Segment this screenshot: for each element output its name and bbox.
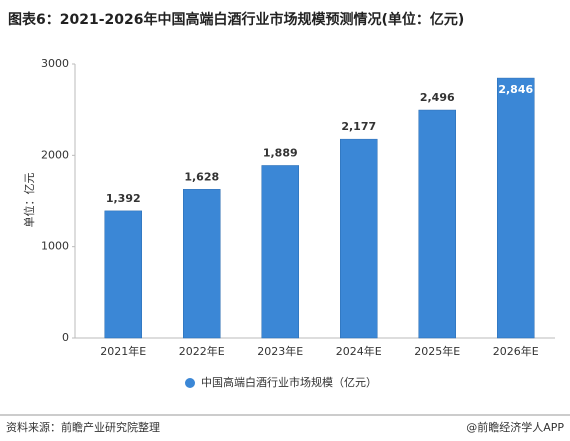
y-axis-label: 单位：亿元 bbox=[22, 173, 36, 228]
x-tick-label: 2025年E bbox=[414, 344, 460, 358]
x-tick-label: 2022年E bbox=[179, 344, 225, 358]
bar bbox=[418, 109, 456, 339]
value-label: 1,628 bbox=[184, 170, 219, 183]
bar bbox=[104, 210, 142, 339]
x-tick-label: 2024年E bbox=[336, 344, 382, 358]
value-label: 2,846 bbox=[498, 83, 533, 96]
bar bbox=[183, 189, 221, 339]
chart-title: 图表6：2021-2026年中国高端白酒行业市场规模预测情况(单位：亿元) bbox=[8, 11, 464, 28]
value-label: 2,177 bbox=[341, 120, 376, 133]
y-tick-label: 3000 bbox=[41, 57, 69, 70]
y-tick-label: 0 bbox=[62, 331, 69, 344]
source: 资料来源：前瞻产业研究院整理 bbox=[6, 420, 160, 434]
x-tick-label: 2023年E bbox=[257, 344, 303, 358]
y-tick-label: 1000 bbox=[41, 240, 69, 253]
legend-swatch bbox=[185, 378, 195, 388]
credit: @前瞻经济学人APP bbox=[466, 420, 564, 434]
value-label: 1,889 bbox=[263, 146, 298, 159]
y-tick-label: 2000 bbox=[41, 148, 69, 161]
x-tick-label: 2021年E bbox=[100, 344, 146, 358]
legend-label: 中国高端白酒行业市场规模（亿元） bbox=[201, 375, 377, 389]
value-label: 1,392 bbox=[106, 192, 141, 205]
bar bbox=[497, 77, 535, 339]
bar bbox=[340, 138, 378, 339]
x-tick-label: 2026年E bbox=[493, 344, 539, 358]
value-label: 2,496 bbox=[420, 91, 455, 104]
bar bbox=[261, 165, 299, 339]
